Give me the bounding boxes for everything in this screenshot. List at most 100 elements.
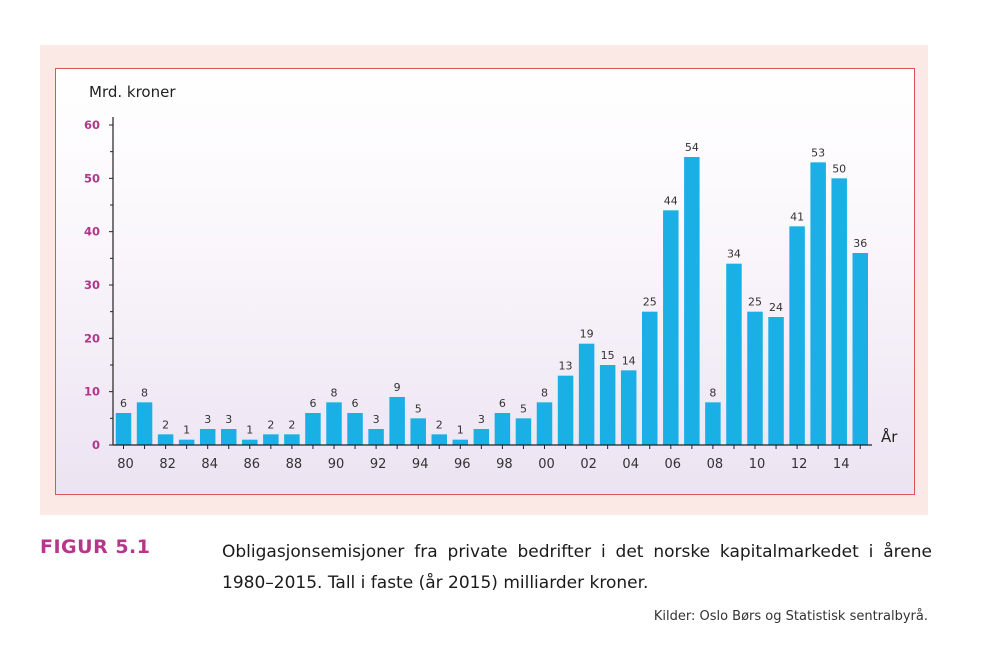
x-tick-label: 82 <box>159 457 176 472</box>
bar-2001 <box>557 375 574 445</box>
bar-2010 <box>747 311 763 445</box>
bar-2006 <box>663 210 679 445</box>
bars <box>115 157 868 446</box>
bar-1988 <box>284 434 300 445</box>
bar-2003 <box>599 365 616 445</box>
data-label-2012: 41 <box>790 210 804 223</box>
x-tick-label: 92 <box>370 457 387 472</box>
figure-source: Kilder: Oslo Børs og Statistisk sentralb… <box>653 609 928 624</box>
bar-1992 <box>368 429 384 445</box>
data-label-2013: 53 <box>811 146 825 159</box>
x-tick-label: 14 <box>833 457 850 472</box>
bar-2012 <box>789 226 805 445</box>
y-tick-label: 60 <box>84 118 100 132</box>
x-tick-label: 10 <box>749 457 766 472</box>
x-axis: 80 82 84 86 88 90 92 94 96 98 00 02 04 06 08 10 12 14 <box>113 444 872 472</box>
y-tick-label: 30 <box>84 278 100 292</box>
bar-2004 <box>620 370 637 445</box>
bar-2007 <box>684 157 700 445</box>
data-label-1997: 3 <box>478 413 485 426</box>
data-label-1991: 6 <box>352 397 359 410</box>
data-label-1980: 6 <box>120 397 127 410</box>
data-label-2003: 15 <box>601 349 615 362</box>
data-label-1981: 8 <box>141 386 148 399</box>
x-tick-label: 12 <box>791 457 808 472</box>
data-label-2005: 25 <box>643 296 657 309</box>
y-axis: 0 10 20 30 40 50 60 <box>84 117 114 452</box>
data-label-1989: 6 <box>309 397 316 410</box>
data-label-2002: 19 <box>580 328 594 341</box>
x-tick-label: 86 <box>244 457 261 472</box>
bar-1981 <box>136 402 153 445</box>
bar-1980 <box>115 413 132 445</box>
bar-1995 <box>431 434 447 445</box>
data-label-1994: 5 <box>415 402 422 415</box>
bar-1993 <box>389 397 405 445</box>
data-label-1986: 1 <box>246 424 253 437</box>
data-label-2008: 8 <box>709 386 716 399</box>
bar-1998 <box>494 413 511 445</box>
x-tick-label: 98 <box>496 457 513 472</box>
data-label-2009: 34 <box>727 248 741 261</box>
data-label-1990: 8 <box>331 386 338 399</box>
bar-1986 <box>242 439 258 445</box>
bar-1983 <box>178 439 195 445</box>
y-tick-label: 50 <box>84 171 100 185</box>
bar-1990 <box>326 402 342 445</box>
data-label-1995: 2 <box>436 418 443 431</box>
y-tick-label: 10 <box>84 385 100 399</box>
figure-label: FIGUR 5.1 <box>40 536 151 558</box>
data-label-1993: 9 <box>394 381 401 394</box>
bar-2000 <box>536 402 553 445</box>
bar-2008 <box>705 402 721 445</box>
data-label-1988: 2 <box>288 418 295 431</box>
data-label-1992: 3 <box>373 413 380 426</box>
bar-2015 <box>852 253 868 445</box>
y-tick-label: 40 <box>84 225 100 239</box>
data-label-1996: 1 <box>457 424 464 437</box>
bar-1982 <box>157 434 174 445</box>
x-tick-label: 06 <box>665 457 682 472</box>
x-tick-label: 94 <box>412 457 429 472</box>
bar-2002 <box>578 343 595 445</box>
x-axis-title: År <box>881 427 898 446</box>
data-label-2011: 24 <box>769 301 783 314</box>
x-tick-label: 80 <box>117 457 134 472</box>
bar-2009 <box>726 263 742 445</box>
data-label-1999: 5 <box>520 402 527 415</box>
data-label-2004: 14 <box>622 354 636 367</box>
bar-1997 <box>473 429 490 445</box>
data-label-2000: 8 <box>541 386 548 399</box>
bar-1996 <box>452 439 469 445</box>
x-tick-label: 08 <box>707 457 724 472</box>
bar-1991 <box>347 413 363 445</box>
x-tick-label: 90 <box>328 457 345 472</box>
bar-1989 <box>305 413 321 445</box>
x-tick-label: 02 <box>580 457 597 472</box>
x-tick-label: 96 <box>454 457 471 472</box>
bar-2013 <box>810 162 826 446</box>
data-label-2006: 44 <box>664 194 678 207</box>
data-label-1987: 2 <box>267 418 274 431</box>
bar-1987 <box>263 434 279 445</box>
bar-1999 <box>515 418 532 445</box>
x-tick-label: 04 <box>622 457 639 472</box>
data-label-2007: 54 <box>685 141 699 154</box>
x-tick-label: 00 <box>538 457 555 472</box>
bar-2005 <box>642 311 658 445</box>
y-tick-label: 0 <box>92 438 100 452</box>
data-label-2014: 50 <box>832 162 846 175</box>
data-label-1982: 2 <box>162 418 169 431</box>
y-axis-title: Mrd. kroner <box>89 83 176 101</box>
bar-1985 <box>221 429 237 445</box>
data-label-2010: 25 <box>748 296 762 309</box>
data-label-1984: 3 <box>204 413 211 426</box>
x-tick-label: 84 <box>201 457 218 472</box>
x-tick-label: 88 <box>286 457 303 472</box>
data-label-1985: 3 <box>225 413 232 426</box>
data-label-2001: 13 <box>559 360 573 373</box>
bar-2011 <box>768 317 784 445</box>
data-label-1983: 1 <box>183 424 190 437</box>
